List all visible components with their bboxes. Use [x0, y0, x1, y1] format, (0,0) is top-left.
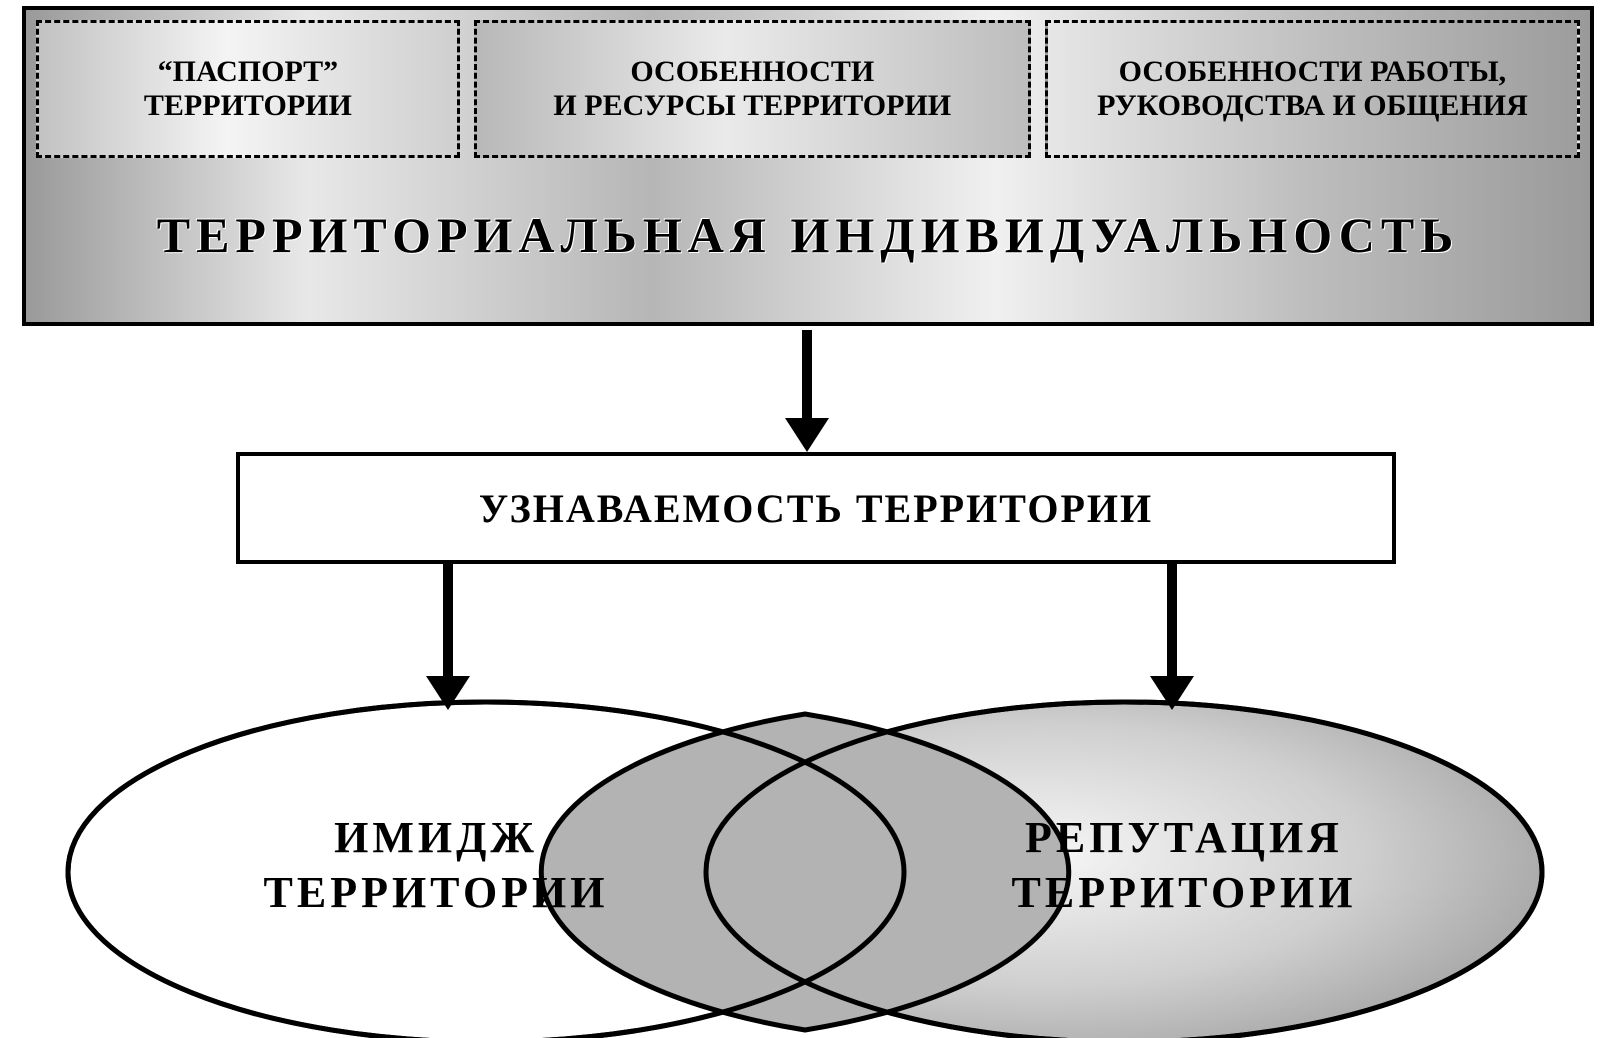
recognition-label: УЗНАВАЕМОСТЬ ТЕРРИТОРИИ: [479, 485, 1153, 532]
top-boxes-row: “ПАСПОРТ” ТЕРРИТОРИИ ОСОБЕННОСТИ И РЕСУР…: [26, 10, 1590, 158]
ellipse-left-label: ИМИДЖ ТЕРРИТОРИИ: [186, 810, 686, 920]
arrow-left: [426, 564, 470, 710]
top-box-line1: “ПАСПОРТ”: [158, 55, 339, 89]
top-box-line1: ОСОБЕННОСТИ: [630, 55, 874, 89]
top-box-work: ОСОБЕННОСТИ РАБОТЫ, РУКОВОДСТВА И ОБЩЕНИ…: [1045, 20, 1580, 158]
ellipse-left-line2: ТЕРРИТОРИИ: [186, 865, 686, 920]
top-box-line1: ОСОБЕННОСТИ РАБОТЫ,: [1119, 55, 1507, 89]
top-container: “ПАСПОРТ” ТЕРРИТОРИИ ОСОБЕННОСТИ И РЕСУР…: [22, 6, 1594, 326]
recognition-box: УЗНАВАЕМОСТЬ ТЕРРИТОРИИ: [236, 452, 1396, 564]
ellipse-right-line1: РЕПУТАЦИЯ: [934, 810, 1434, 865]
arrow-right: [1150, 564, 1194, 710]
main-title: ТЕРРИТОРИАЛЬНАЯ ИНДИВИДУАЛЬНОСТЬ: [26, 206, 1590, 264]
top-box-features: ОСОБЕННОСТИ И РЕСУРСЫ ТЕРРИТОРИИ: [474, 20, 1031, 158]
ellipse-right-label: РЕПУТАЦИЯ ТЕРРИТОРИИ: [934, 810, 1434, 920]
top-box-line2: РУКОВОДСТВА И ОБЩЕНИЯ: [1097, 89, 1528, 123]
top-box-line2: ТЕРРИТОРИИ: [144, 89, 352, 123]
ellipse-left-line1: ИМИДЖ: [186, 810, 686, 865]
top-box-passport: “ПАСПОРТ” ТЕРРИТОРИИ: [36, 20, 460, 158]
top-box-line2: И РЕСУРСЫ ТЕРРИТОРИИ: [553, 89, 951, 123]
arrow-top: [785, 330, 829, 452]
ellipse-right-line2: ТЕРРИТОРИИ: [934, 865, 1434, 920]
